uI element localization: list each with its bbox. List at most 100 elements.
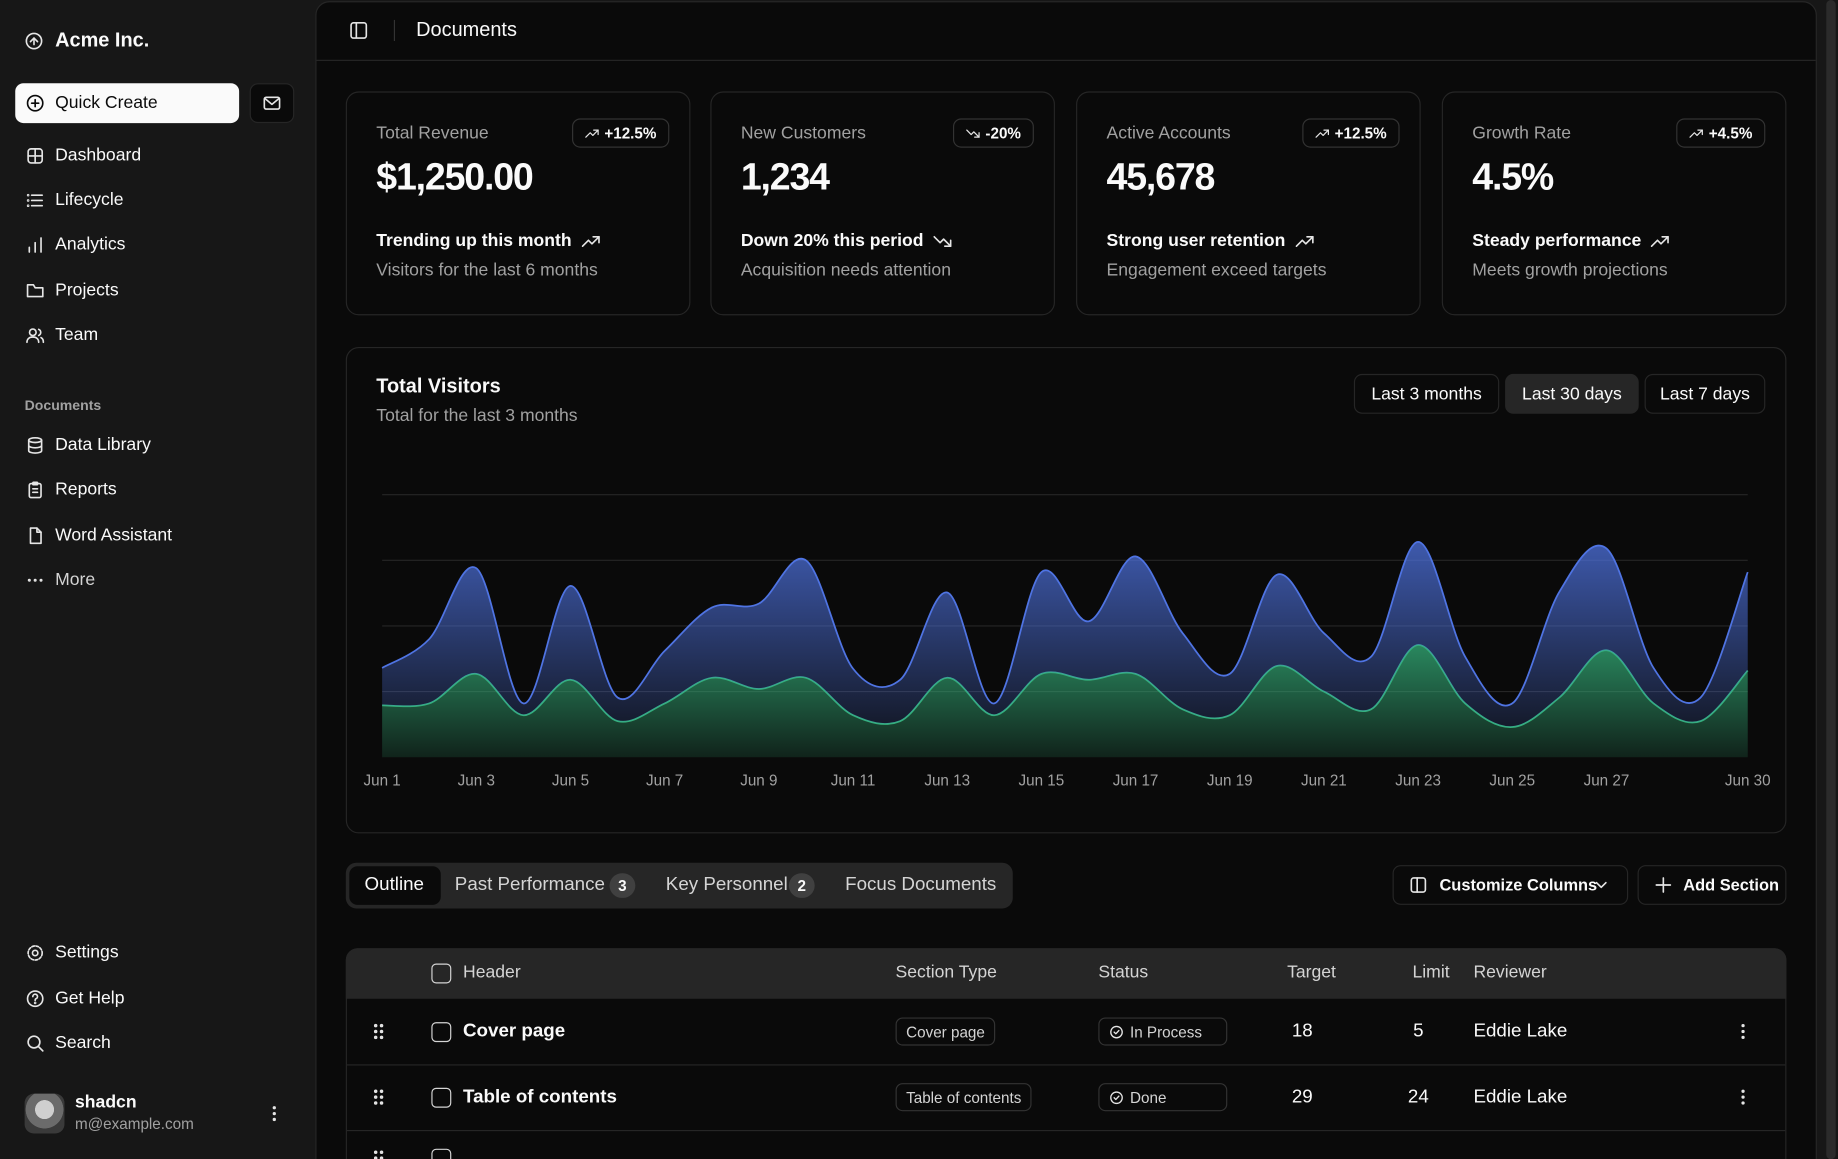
- cell-header[interactable]: Cover page: [463, 1021, 566, 1042]
- customize-columns-button[interactable]: [1392, 865, 1629, 905]
- trend-icon: [1314, 126, 1329, 140]
- icon-part: [379, 1029, 384, 1034]
- chart-title: Total Visitors: [376, 374, 501, 398]
- icon-part: [25, 32, 43, 50]
- metric-trend-text: Strong user retention: [1106, 230, 1286, 251]
- range-button[interactable]: Last 7 days: [1644, 373, 1766, 414]
- x-tick-label: Jun 21: [1301, 772, 1347, 789]
- tab[interactable]: Key Personnel: [665, 874, 788, 895]
- brand-icon: [25, 32, 44, 51]
- column-header: Reviewer: [1473, 962, 1547, 983]
- nav-item[interactable]: More: [55, 569, 96, 590]
- icon-part: [1741, 1035, 1745, 1040]
- icon-part: [32, 993, 39, 1002]
- icon-part: [27, 1035, 41, 1049]
- icon-part: [379, 1101, 384, 1105]
- icon-part: [26, 336, 40, 344]
- icon-part: [32, 481, 39, 486]
- icon-part: [1651, 235, 1670, 247]
- metric-trend: Strong user retention: [1107, 231, 1314, 252]
- cell-limit: 5: [1413, 1021, 1424, 1042]
- nav-item[interactable]: Lifecycle: [55, 189, 124, 210]
- icon-part: [1110, 1025, 1123, 1038]
- trend-icon: [933, 232, 952, 251]
- icon-part: [29, 527, 42, 545]
- metric-badge-text: -20%: [985, 124, 1021, 142]
- icon-part: [28, 237, 42, 253]
- drag-handle: [369, 1088, 388, 1107]
- tab[interactable]: Outline: [364, 874, 424, 895]
- nav-item[interactable]: Team: [55, 324, 99, 345]
- icon-part: [1741, 1029, 1745, 1034]
- icon-part: [373, 1150, 384, 1159]
- nav-item[interactable]: Analytics: [55, 234, 126, 255]
- header-divider: [393, 19, 396, 42]
- icon-part: [591, 235, 600, 244]
- icon-part: [29, 527, 42, 545]
- section-label: Documents: [24, 397, 102, 414]
- icon-part: [26, 94, 44, 112]
- quick-create-button[interactable]: [15, 83, 240, 124]
- user-name: shadcn: [75, 1092, 137, 1113]
- customize-columns-label[interactable]: Customize Columns: [1439, 875, 1598, 894]
- icon-part: [27, 945, 44, 961]
- nav-item[interactable]: Data Library: [55, 434, 151, 455]
- icon-part: [1314, 128, 1329, 138]
- chart-subtitle: Total for the last 3 months: [376, 405, 578, 426]
- quick-create-label[interactable]: Quick Create: [55, 92, 158, 113]
- icon-part: [39, 578, 43, 582]
- icon-part: [581, 235, 600, 247]
- icon-part: [31, 949, 39, 957]
- icon-part: [1322, 128, 1329, 135]
- icon-part: [1741, 1089, 1745, 1105]
- user-email: m@example.com: [75, 1114, 194, 1133]
- checkbox[interactable]: [431, 1087, 452, 1108]
- metric-card: [1441, 91, 1787, 316]
- range-button[interactable]: Last 30 days: [1505, 373, 1639, 414]
- range-button[interactable]: Last 3 months: [1353, 373, 1500, 414]
- metric-badge-text: +12.5%: [604, 124, 657, 142]
- nav-item[interactable]: Word Assistant: [55, 525, 173, 546]
- tab[interactable]: Focus Documents: [845, 874, 997, 895]
- inbox-button[interactable]: [249, 83, 295, 124]
- x-tick-label: Jun 9: [740, 772, 777, 789]
- nav-item[interactable]: Reports: [55, 479, 117, 500]
- nav-item[interactable]: Search: [55, 1032, 111, 1053]
- checkbox[interactable]: [431, 1022, 452, 1043]
- cell-section-type: Table of contents: [895, 1083, 1032, 1112]
- checkbox[interactable]: [431, 1148, 452, 1159]
- checkbox[interactable]: [431, 963, 452, 984]
- cell-target: 18: [1291, 1021, 1313, 1042]
- metric-trend: Trending up this month: [376, 231, 600, 252]
- tab[interactable]: Past Performance: [454, 874, 605, 895]
- icon-part: [263, 96, 281, 110]
- tab-active: [349, 866, 441, 905]
- metric-trend: Down 20% this period: [741, 231, 952, 252]
- icon-part: [379, 1095, 384, 1099]
- nav-item[interactable]: Settings: [55, 942, 119, 963]
- icon-part: [1689, 128, 1703, 138]
- nav-item[interactable]: Get Help: [55, 988, 125, 1009]
- icon-part: [1741, 1101, 1745, 1105]
- column-header: Header: [463, 962, 521, 983]
- icon-part: [1295, 235, 1314, 247]
- cell-header[interactable]: Table of contents: [463, 1087, 617, 1108]
- icon-part: [350, 22, 368, 39]
- icon-part: [1651, 235, 1670, 247]
- nav-item[interactable]: Dashboard: [55, 145, 142, 166]
- sidebar-toggle-icon[interactable]: [349, 21, 368, 40]
- add-section-label[interactable]: Add Section: [1683, 875, 1779, 894]
- icon-part: [33, 1001, 37, 1005]
- icon-part: [1110, 1090, 1123, 1104]
- metric-badge-text: +12.5%: [1334, 124, 1387, 142]
- chevron-icon: [1592, 876, 1611, 895]
- icon-part: [379, 1035, 384, 1040]
- avatar: [24, 1093, 65, 1134]
- nav-item[interactable]: Projects: [55, 280, 119, 301]
- header-border: [316, 59, 1816, 61]
- icon-part: [379, 1023, 384, 1028]
- icon-part: [373, 1023, 378, 1028]
- metric-card: [710, 91, 1055, 316]
- tab-count: 2: [788, 873, 815, 898]
